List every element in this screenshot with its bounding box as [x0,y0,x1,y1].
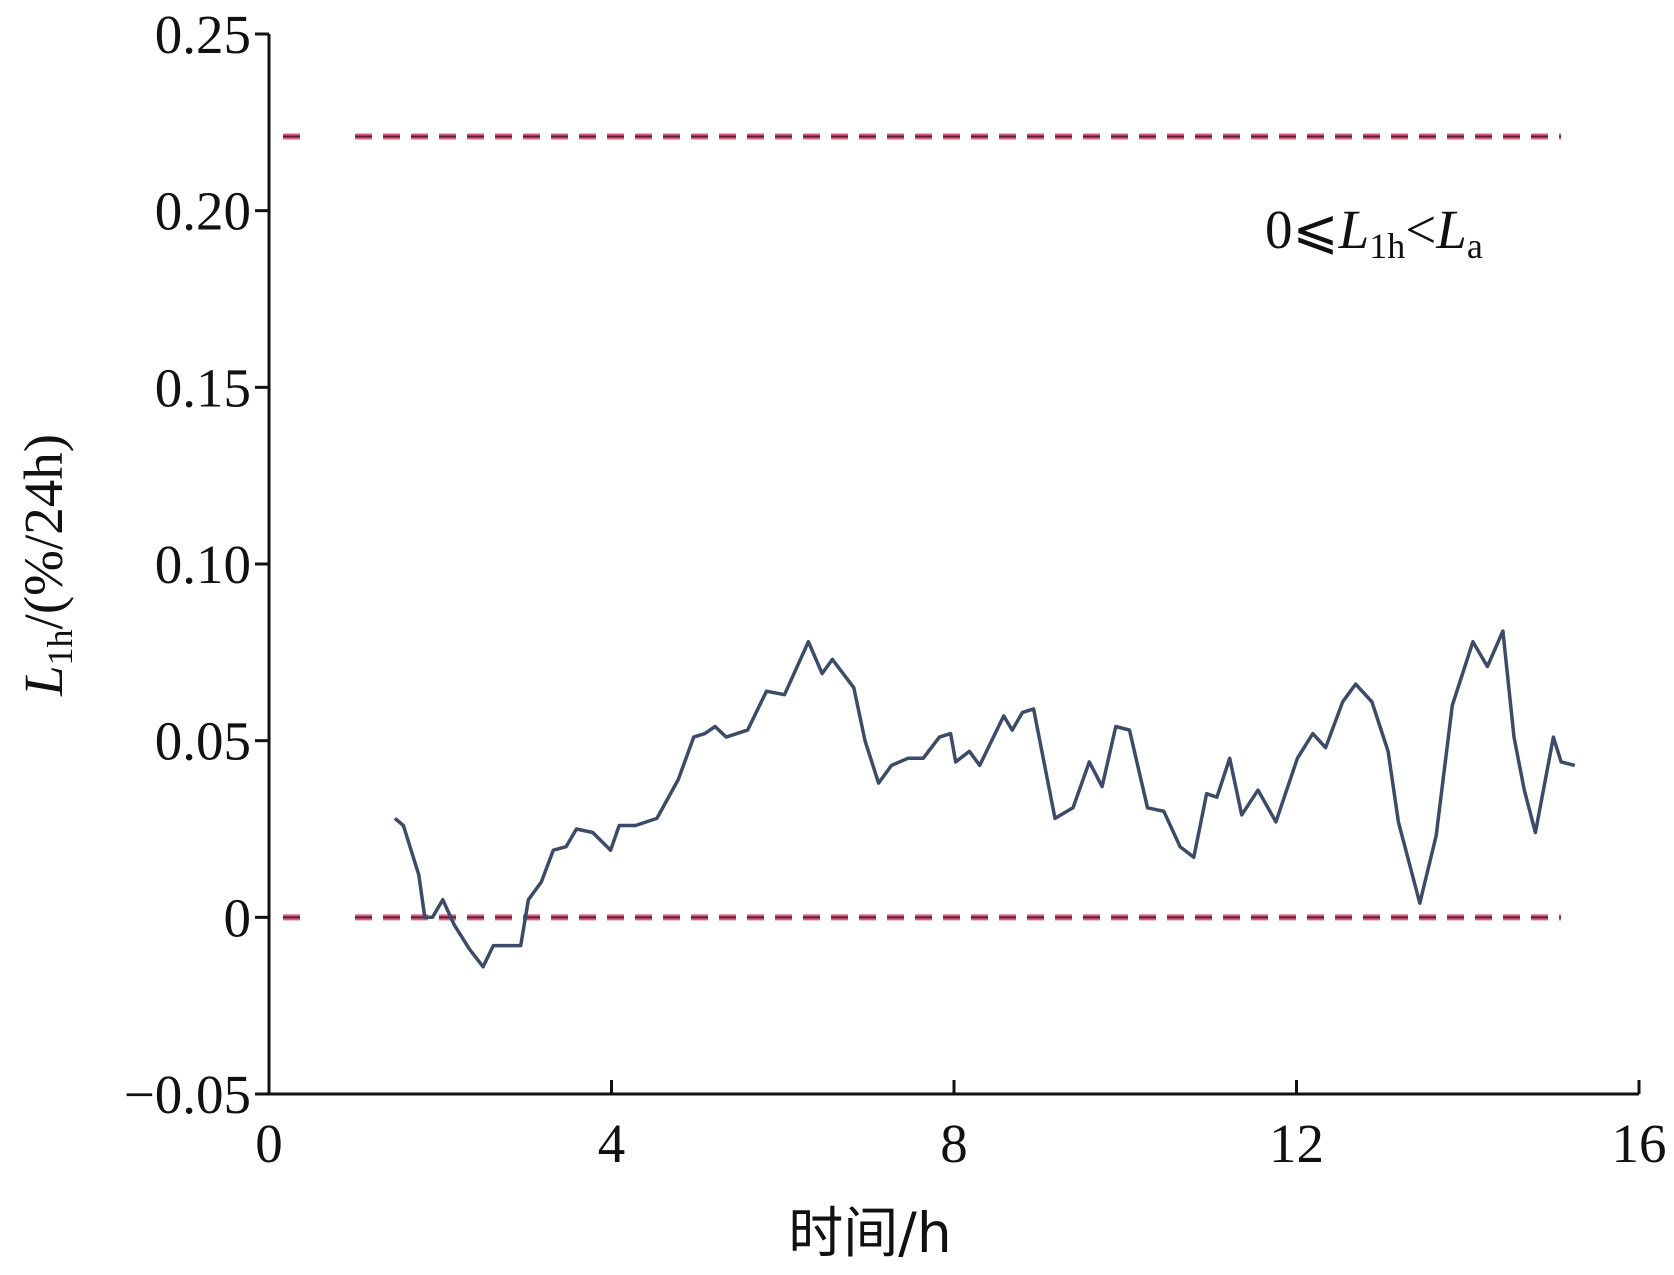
annotation-part: 0⩽ [1265,199,1339,260]
x-tick-label: 0 [255,1113,283,1174]
y-tick-label: 0.15 [155,357,251,418]
x-tick-label: 4 [598,1113,626,1174]
x-tick-label: 8 [940,1113,968,1174]
annotation-part: a [1467,226,1483,266]
annotation: 0⩽L1h<La [1265,199,1483,266]
y-axis-label: L1h/(%/24h) [13,434,80,697]
y-tick-label: 0.25 [155,4,251,65]
y-tick-label: 0.05 [155,711,251,772]
y-axis-label-part: /(%/24h) [13,434,74,630]
data-line [393,629,1576,969]
annotation-part: < [1405,199,1436,260]
x-tick-label: 16 [1612,1113,1667,1174]
y-tick-label: 0.10 [155,534,251,595]
x-axis-label: 时间/h [788,1201,951,1265]
y-tick-label: 0 [224,887,252,948]
annotation-part: L [1338,199,1370,260]
y-tick-label: −0.05 [124,1064,251,1125]
y-axis-label-part: L [13,665,74,697]
y-tick-label: 0.20 [155,181,251,242]
y-axis-label-part: 1h [40,629,80,665]
annotation-part: L [1435,199,1467,260]
annotation-part: 1h [1369,226,1405,266]
x-tick-label: 12 [1269,1113,1324,1174]
